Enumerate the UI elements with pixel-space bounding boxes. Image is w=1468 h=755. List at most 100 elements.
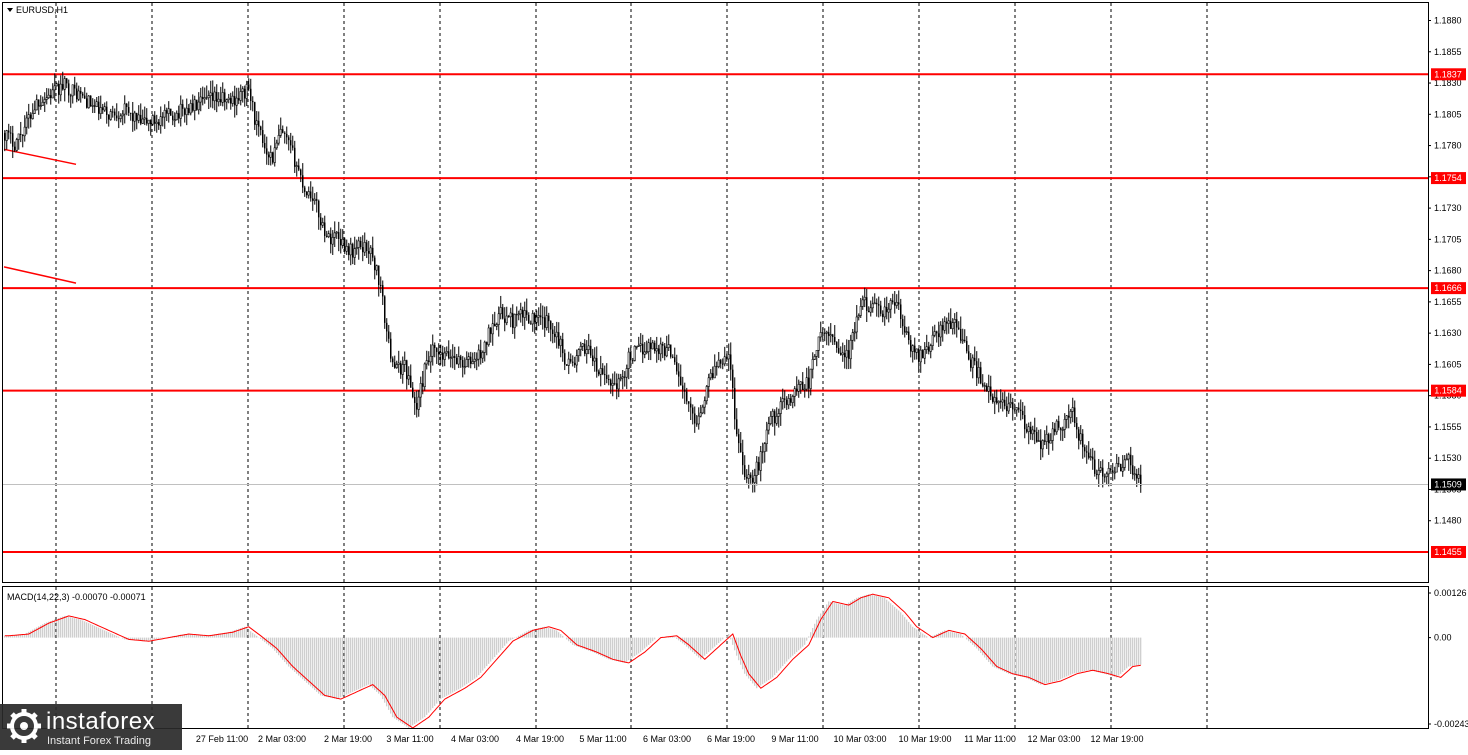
macd-title: MACD(14,22,3) -0.00070 -0.00071 xyxy=(7,592,146,602)
candle xyxy=(1040,429,1042,460)
candle xyxy=(185,98,188,126)
candle xyxy=(635,345,638,350)
candle xyxy=(696,415,698,427)
price-tick-label: 1.1705 xyxy=(1434,234,1462,244)
candle xyxy=(1058,415,1060,431)
candlesticks xyxy=(4,71,1142,493)
price-tick-label: 1.1530 xyxy=(1434,453,1462,463)
price-tick-label: 1.1555 xyxy=(1434,422,1462,432)
candle xyxy=(50,88,52,105)
candle xyxy=(925,334,928,354)
candle xyxy=(333,221,336,247)
candle xyxy=(1000,389,1002,409)
candle xyxy=(266,136,268,165)
chevron-down-icon[interactable] xyxy=(7,8,13,12)
candle xyxy=(1007,392,1010,414)
candle xyxy=(362,235,364,262)
candle xyxy=(859,297,862,319)
candle xyxy=(196,99,198,111)
candle xyxy=(848,339,850,370)
candle xyxy=(114,108,116,121)
candle xyxy=(765,421,768,452)
candle xyxy=(17,133,20,150)
candle xyxy=(1121,455,1124,477)
time-tick-label: 4 Mar 19:00 xyxy=(516,734,564,744)
candle xyxy=(457,346,460,369)
candle xyxy=(813,354,816,360)
candle xyxy=(495,322,498,331)
candle xyxy=(1055,419,1058,435)
candle xyxy=(665,335,668,358)
candle xyxy=(209,80,212,108)
candle xyxy=(1102,459,1104,488)
candle xyxy=(784,390,786,409)
candle xyxy=(331,230,334,255)
candle xyxy=(575,349,578,373)
candle xyxy=(366,239,368,259)
candle xyxy=(802,372,804,391)
candle xyxy=(817,336,820,358)
candle xyxy=(554,326,556,343)
candle xyxy=(654,340,656,354)
candle xyxy=(574,356,576,368)
level-tag xyxy=(1431,384,1466,397)
candle xyxy=(707,373,710,398)
candle xyxy=(477,344,480,367)
candle xyxy=(908,326,910,345)
candle xyxy=(454,346,456,370)
candle xyxy=(410,364,412,388)
candle xyxy=(996,389,998,405)
candle xyxy=(898,290,900,311)
candle xyxy=(225,98,228,110)
candle xyxy=(470,351,472,369)
candle xyxy=(939,321,942,347)
candle xyxy=(14,141,16,153)
candle xyxy=(241,86,244,103)
macd-panel-frame xyxy=(2,586,1429,729)
candle xyxy=(51,83,54,99)
candle xyxy=(786,396,788,410)
candle xyxy=(562,332,564,362)
candle xyxy=(871,296,874,313)
candle xyxy=(91,98,94,113)
symbol-title[interactable]: EURUSD,H1 xyxy=(7,5,68,15)
candle xyxy=(828,326,830,346)
candle xyxy=(133,110,136,131)
candle xyxy=(417,390,420,417)
candle xyxy=(155,114,158,133)
candle xyxy=(172,111,174,126)
candle xyxy=(956,311,958,338)
candle xyxy=(384,295,386,329)
candle xyxy=(664,342,666,361)
candle xyxy=(849,334,852,369)
price-tick-label: 1.1780 xyxy=(1434,141,1462,151)
candle xyxy=(716,361,718,376)
candle xyxy=(736,408,738,437)
candle xyxy=(304,185,306,197)
candle xyxy=(564,349,566,371)
candle xyxy=(781,388,784,410)
candle xyxy=(796,376,798,396)
candle xyxy=(977,358,980,384)
candle xyxy=(1079,425,1082,445)
candle xyxy=(682,376,684,399)
candle xyxy=(983,382,986,392)
level-tag-label: 1.1584 xyxy=(1434,386,1462,396)
candle xyxy=(372,236,374,262)
price-tick-label: 1.1830 xyxy=(1434,78,1462,88)
candle xyxy=(834,325,836,345)
level-tag xyxy=(1431,545,1466,558)
candle xyxy=(486,341,488,356)
candle xyxy=(508,314,510,318)
candle xyxy=(602,363,604,376)
candle xyxy=(688,401,690,412)
candle xyxy=(326,230,328,238)
horizontal-levels xyxy=(3,73,1428,553)
candle xyxy=(887,302,890,323)
candle xyxy=(619,373,622,382)
candle xyxy=(335,230,338,239)
candle xyxy=(703,396,706,415)
candle xyxy=(790,393,792,406)
candle xyxy=(803,384,806,398)
